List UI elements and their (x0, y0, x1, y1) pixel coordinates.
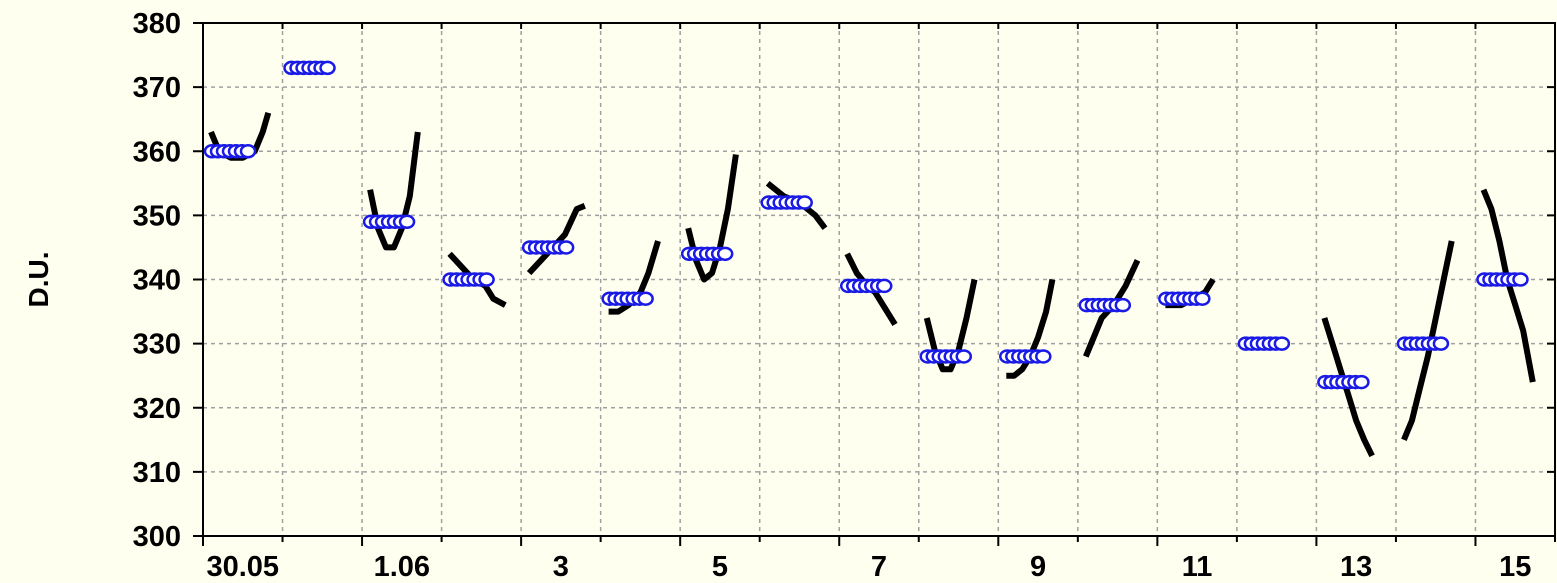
data-marker (637, 291, 654, 306)
x-tick-label: 30.05 (206, 551, 279, 583)
y-tick-label: 380 (133, 8, 181, 40)
y-tick-label: 370 (133, 72, 181, 104)
data-marker (1194, 291, 1211, 306)
x-tick-label: 15 (1499, 551, 1531, 583)
series-markers (203, 60, 1529, 390)
y-tick-label: 310 (133, 457, 181, 489)
x-tick-label: 3 (553, 551, 569, 583)
x-tick-label: 11 (1182, 551, 1213, 583)
x-tick-label: 9 (1030, 551, 1046, 583)
y-tick-label: 340 (133, 265, 181, 297)
y-tick-label: 350 (133, 200, 181, 232)
x-tick-label: 7 (871, 551, 887, 583)
data-marker (1273, 336, 1291, 351)
series-line-segment (1401, 240, 1455, 441)
series-line-segment (1321, 317, 1375, 458)
data-marker (1114, 297, 1132, 313)
y-axis-label: D.U. (23, 252, 54, 308)
data-marker (319, 60, 336, 76)
y-axis: 300 310 320 330 340 350 360 370 380 (133, 8, 1555, 553)
data-marker (1432, 336, 1450, 351)
x-tick-label: 5 (712, 551, 728, 583)
data-marker (239, 144, 257, 159)
data-marker (875, 278, 893, 294)
data-marker (1512, 272, 1529, 287)
x-tick-label: 13 (1340, 551, 1372, 583)
data-marker (955, 349, 973, 364)
data-marker (1353, 374, 1370, 390)
data-marker (557, 240, 575, 255)
y-tick-label: 320 (133, 393, 181, 425)
y-tick-label: 300 (133, 521, 181, 553)
data-marker (796, 195, 813, 210)
x-tick-label: 1.06 (374, 551, 430, 583)
x-axis: 30.05 1.06 3 5 7 9 11 13 15 (202, 23, 1556, 583)
data-marker (716, 246, 734, 262)
y-tick-label: 360 (133, 136, 181, 168)
grid (203, 23, 1555, 536)
data-marker (398, 214, 416, 230)
data-marker (478, 272, 495, 287)
data-marker (1035, 349, 1052, 364)
y-tick-label: 330 (133, 329, 181, 361)
